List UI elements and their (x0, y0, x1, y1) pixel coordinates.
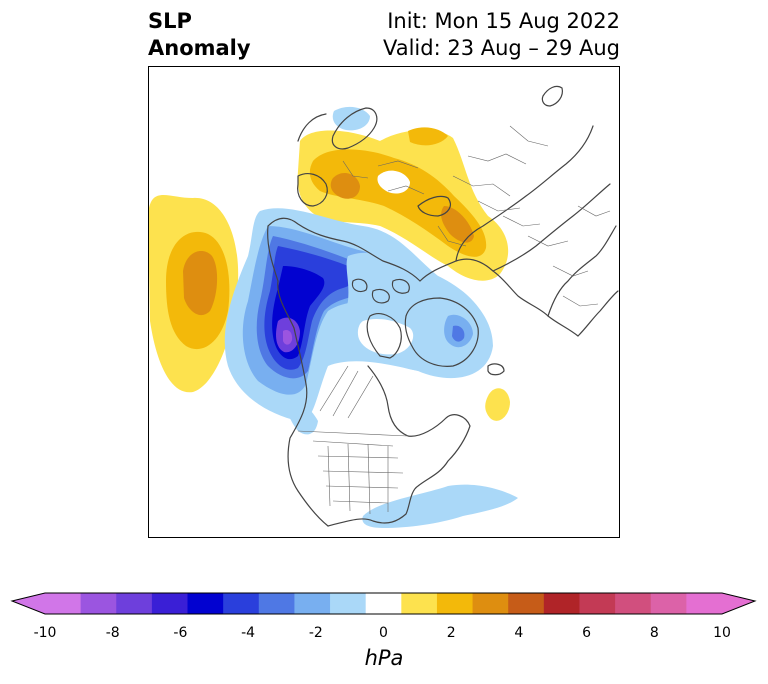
colorbar-extend-min (12, 593, 45, 614)
colorbar-unit: hPa (364, 646, 404, 670)
colorbar-cell (330, 593, 367, 614)
colorbar-cell (686, 593, 723, 614)
colorbar-cell (294, 593, 331, 614)
slp-anomaly-map (148, 66, 620, 538)
coastlines (267, 85, 619, 527)
scandinavia-low-anomaly (332, 106, 370, 131)
colorbar-tick-label: -6 (173, 625, 188, 641)
colorbar-tick-label: 4 (514, 625, 524, 641)
colorbar-tick-label: -10 (33, 625, 57, 641)
colorbar-cell (543, 593, 580, 614)
atlantic-high-anomaly (485, 388, 510, 421)
valid-period: Init: Mon 15 Aug 2022 Valid: 23 Aug – 29… (383, 8, 620, 62)
colorbar-cell (45, 593, 82, 614)
init-date: Init: Mon 15 Aug 2022 (387, 9, 620, 33)
colorbar-tick-label: -2 (308, 625, 323, 641)
colorbar-cells (45, 593, 723, 614)
map-frame (148, 66, 620, 538)
title-line-1: SLP (148, 9, 192, 33)
map-title: SLP Anomaly (148, 8, 251, 62)
pacific-high-anomaly (148, 194, 239, 393)
colorbar-cell (116, 593, 153, 614)
colorbar-tick-label: 8 (649, 625, 659, 641)
colorbar (10, 592, 757, 615)
colorbar-tick-label: -4 (241, 625, 256, 641)
colorbar-tick-label: 0 (379, 625, 388, 641)
colorbar-cell (508, 593, 545, 614)
colorbar-cell (365, 593, 402, 614)
colorbar-tick-label: -8 (105, 625, 120, 641)
political-borders (297, 125, 611, 515)
colorbar-cell (615, 593, 652, 614)
colorbar-tick-label: 2 (446, 625, 456, 641)
colorbar-tick-label: 6 (582, 625, 592, 641)
colorbar-outline (10, 592, 757, 615)
valid-range: Valid: 23 Aug – 29 Aug (382, 36, 620, 60)
colorbar-cell (187, 593, 224, 614)
colorbar-cell (650, 593, 687, 614)
colorbar-cell (401, 593, 438, 614)
colorbar-tick-label: 10 (713, 625, 731, 641)
colorbar-cell (472, 593, 509, 614)
colorbar-cell (579, 593, 616, 614)
colorbar-cell (80, 593, 117, 614)
colorbar-cell (151, 593, 189, 614)
title-line-2: Anomaly (148, 36, 251, 60)
colorbar-cell (223, 593, 260, 614)
colorbar-cell (258, 593, 295, 614)
colorbar-extend-max (722, 593, 755, 614)
colorbar-cell (436, 593, 474, 614)
